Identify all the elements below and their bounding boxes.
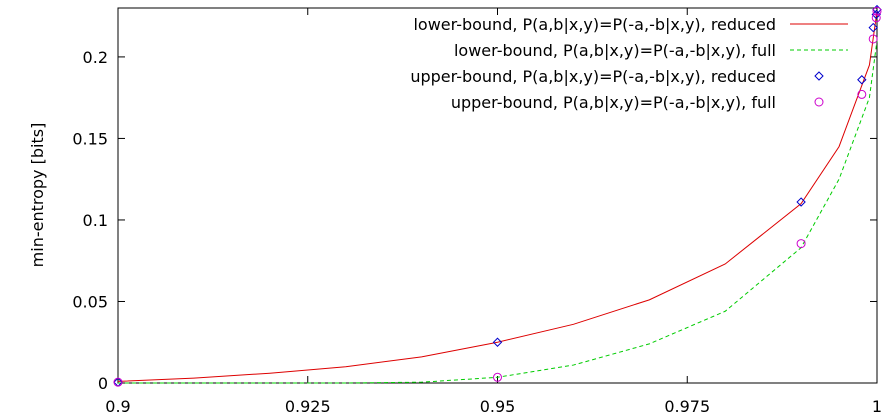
y-tick-label: 0.15 bbox=[72, 129, 108, 148]
data-point bbox=[493, 372, 502, 382]
data-point bbox=[796, 239, 806, 249]
series-layer bbox=[113, 4, 882, 387]
data-point bbox=[492, 337, 503, 347]
y-tick-label: 0.05 bbox=[72, 292, 108, 311]
legend-marker-sample bbox=[814, 97, 824, 107]
data-point bbox=[857, 75, 867, 85]
x-tick-label: 0.925 bbox=[285, 397, 331, 416]
legend-marker-sample bbox=[814, 71, 824, 81]
series-line bbox=[117, 11, 878, 382]
series-4 bbox=[113, 6, 882, 387]
y-tick-label: 0 bbox=[98, 374, 108, 393]
legend-label: lower-bound, P(a,b|x,y)=P(-a,-b|x,y), re… bbox=[413, 15, 776, 34]
legend-entry: lower-bound, P(a,b|x,y)=P(-a,-b|x,y), fu… bbox=[454, 41, 848, 60]
legend: lower-bound, P(a,b|x,y)=P(-a,-b|x,y), re… bbox=[410, 15, 848, 112]
x-tick-label: 0.975 bbox=[664, 397, 710, 416]
plot-frame bbox=[117, 7, 878, 384]
series-3 bbox=[113, 4, 882, 387]
x-tick-label: 0.9 bbox=[105, 397, 130, 416]
data-point bbox=[871, 13, 881, 23]
legend-label: lower-bound, P(a,b|x,y)=P(-a,-b|x,y), fu… bbox=[454, 41, 776, 60]
legend-entry: upper-bound, P(a,b|x,y)=P(-a,-b|x,y), re… bbox=[410, 67, 824, 86]
x-tick-label: 0.95 bbox=[480, 397, 516, 416]
data-point bbox=[872, 6, 882, 16]
legend-entry: upper-bound, P(a,b|x,y)=P(-a,-b|x,y), fu… bbox=[451, 93, 824, 112]
data-point bbox=[113, 377, 123, 387]
y-axis-label: min-entropy [bits] bbox=[28, 123, 47, 268]
legend-entry: lower-bound, P(a,b|x,y)=P(-a,-b|x,y), re… bbox=[413, 15, 848, 34]
data-point bbox=[796, 197, 806, 207]
legend-label: upper-bound, P(a,b|x,y)=P(-a,-b|x,y), re… bbox=[410, 67, 776, 86]
series-line bbox=[118, 40, 878, 384]
y-tick-label: 0.2 bbox=[83, 48, 108, 67]
y-tick-label: 0.1 bbox=[83, 211, 108, 230]
data-point bbox=[868, 22, 878, 33]
series-2 bbox=[118, 40, 878, 384]
series-1 bbox=[117, 11, 878, 382]
legend-label: upper-bound, P(a,b|x,y)=P(-a,-b|x,y), fu… bbox=[451, 93, 776, 112]
data-point bbox=[868, 34, 878, 44]
data-point bbox=[857, 89, 867, 99]
x-tick-label: 1 bbox=[872, 397, 882, 416]
axis-ticks: 0.9 0.925 0.95 0.975 1 0 0.05 0.1 0.15 0.2 bbox=[72, 8, 882, 416]
